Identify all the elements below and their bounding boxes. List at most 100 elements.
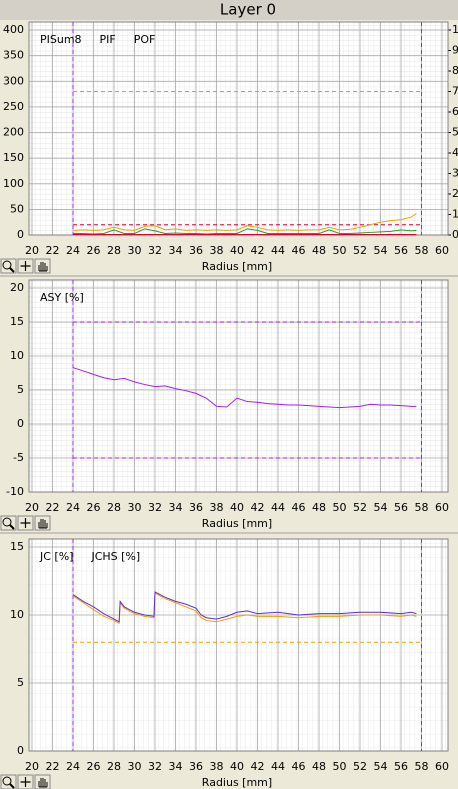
x-tick-label: 58 [415,244,429,257]
x-tick-label: 40 [230,501,244,514]
title-bar [0,0,458,20]
x-tick-label: 50 [333,760,347,773]
zoom-button[interactable] [0,515,17,531]
y2-tick-label: 5 [452,126,458,139]
y-tick-label: 250 [3,100,24,113]
toolbar [0,258,51,274]
x-tick-label: 44 [271,501,285,514]
x-tick-label: 24 [66,760,80,773]
y-tick-label: 10 [10,349,24,362]
pan-button[interactable] [34,515,51,531]
x-tick-label: 20 [25,501,39,514]
x-tick-label: 48 [312,760,326,773]
y-tick-label: 5 [17,383,24,396]
x-axis-label: Radius [mm] [202,517,272,530]
icon [38,778,48,788]
add-button[interactable] [17,774,34,789]
y2-tick-label: 6 [452,105,458,118]
x-tick-label: 40 [230,760,244,773]
y-tick-label: 0 [17,744,24,757]
y-tick-label: 0 [17,417,24,430]
icon [20,518,31,528]
x-axis-label: Radius [mm] [202,260,272,273]
x-tick-label: 42 [251,501,265,514]
x-tick-label: 60 [435,244,449,257]
plot-border [28,279,449,493]
x-tick-label: 30 [128,244,142,257]
x-tick-label: 36 [189,760,203,773]
x-tick-label: 24 [66,501,80,514]
x-tick-label: 20 [25,760,39,773]
x-tick-label: 34 [169,244,183,257]
y-tick-label: 5 [17,676,24,689]
legend-entry: JC [%] [39,550,73,563]
add-button[interactable] [17,258,34,274]
x-tick-label: 30 [128,501,142,514]
y-tick-label: 150 [3,151,24,164]
icon [9,267,15,273]
y-tick-label: 350 [3,49,24,62]
minor-grid [29,22,448,235]
x-tick-label: 22 [46,760,60,773]
x-tick-label: 22 [46,501,60,514]
x-tick-label: 30 [128,760,142,773]
x-tick-label: 20 [25,244,39,257]
series-line [72,367,417,409]
x-tick-label: 56 [394,760,408,773]
x-tick-label: 46 [292,244,306,257]
x-tick-label: 48 [312,501,326,514]
y-tick-label: 400 [3,23,24,36]
pan-button[interactable] [34,774,51,789]
plot-border [28,538,449,752]
y2-tick-label: 4 [452,146,458,159]
x-tick-label: 60 [435,760,449,773]
icon [20,777,31,787]
x-tick-label: 58 [415,760,429,773]
x-tick-label: 36 [189,244,203,257]
y-tick-label: 100 [3,177,24,190]
zoom-button[interactable] [0,774,17,789]
x-tick-label: 50 [333,501,347,514]
x-tick-label: 42 [251,244,265,257]
y2-tick-label: 1 [452,23,458,36]
icon [38,519,48,529]
y2-tick-label: 7 [452,85,458,98]
x-tick-label: 52 [353,760,367,773]
x-tick-label: 38 [210,501,224,514]
add-button[interactable] [17,515,34,531]
y2-tick-label: 2 [452,187,458,200]
x-tick-label: 26 [87,760,101,773]
x-tick-label: 22 [46,244,60,257]
x-tick-label: 44 [271,760,285,773]
y-tick-label: -5 [13,451,24,464]
legend-entry: PISum8 [40,33,82,46]
zoom-button[interactable] [0,258,17,274]
icon [2,517,12,527]
y-tick-label: 10 [10,608,24,621]
pan-button[interactable] [34,258,51,274]
plot-border [28,21,449,236]
x-tick-label: 32 [148,760,162,773]
icon [9,783,15,789]
x-tick-label: 32 [148,501,162,514]
x-axis-label: Radius [mm] [202,776,272,789]
x-tick-label: 44 [271,244,285,257]
x-tick-label: 60 [435,501,449,514]
y2-tick-label: 1 [452,208,458,221]
x-tick-label: 48 [312,244,326,257]
y2-tick-label: 0 [452,228,458,241]
x-tick-label: 28 [107,501,121,514]
minor-grid [29,539,448,751]
x-tick-label: 34 [169,501,183,514]
y2-tick-label: 8 [452,64,458,77]
x-tick-label: 40 [230,244,244,257]
x-tick-label: 56 [394,501,408,514]
icon [38,262,48,272]
x-tick-label: 58 [415,501,429,514]
y-tick-label: 50 [10,202,24,215]
x-tick-label: 50 [333,244,347,257]
y-tick-label: 20 [10,281,24,294]
series-line [73,228,417,235]
